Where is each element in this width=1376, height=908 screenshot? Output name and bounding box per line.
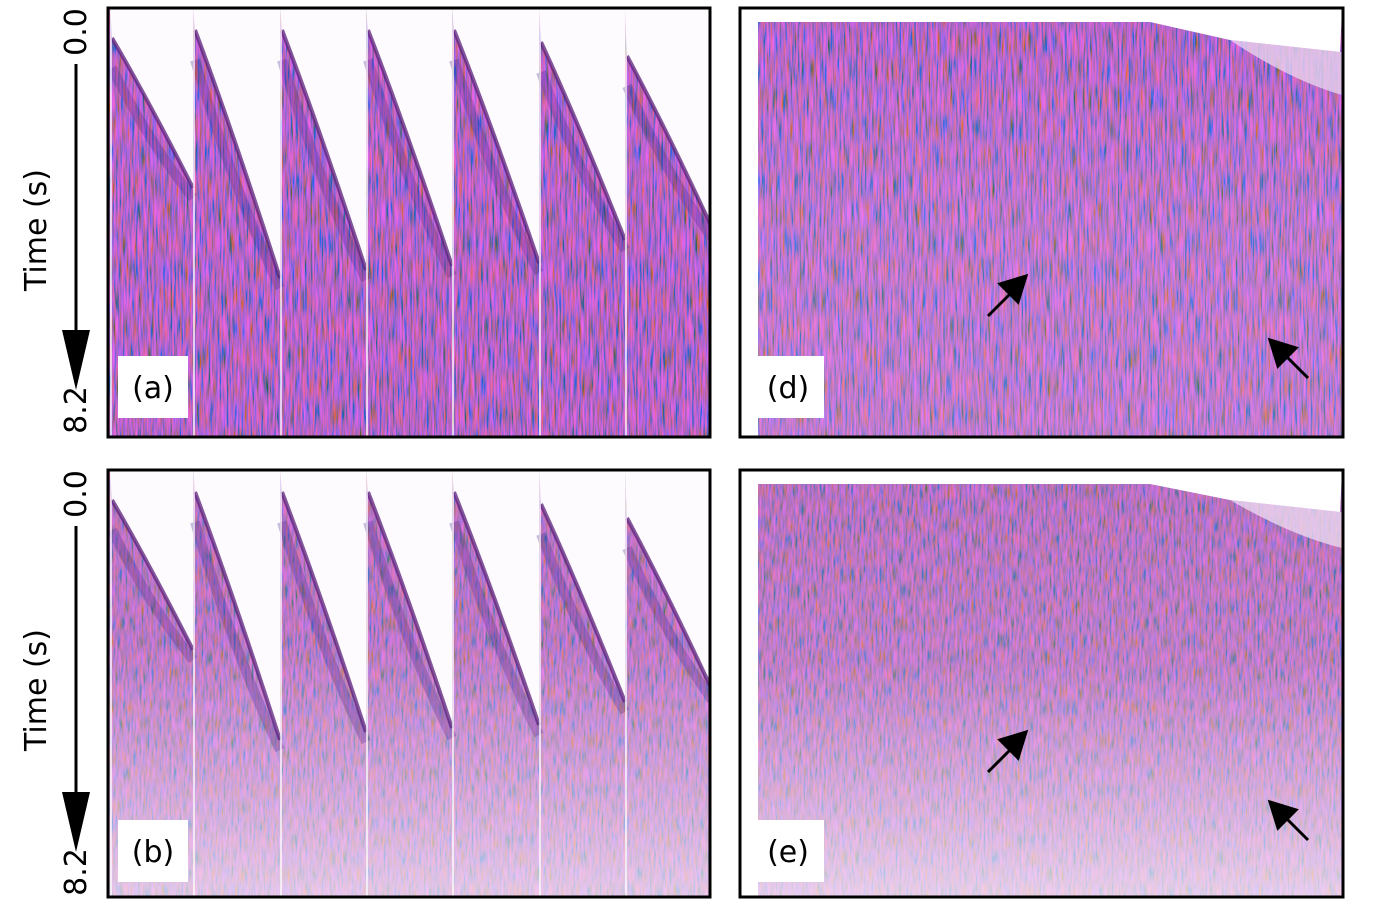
shot-gather-mute (190, 58, 285, 291)
shot-gather-mute (277, 520, 371, 745)
shot-gather-mute (625, 55, 709, 227)
shot-gather-mute (363, 520, 457, 741)
shot-gather-mute (110, 36, 195, 189)
axis-title: Time (s) (19, 629, 54, 752)
shot-gather-mute (190, 520, 285, 753)
time-axis: Time (s) 0.0 8.2 (19, 8, 94, 434)
axis-title: Time (s) (19, 169, 54, 292)
axis-bottom-label: 8.2 (59, 848, 94, 896)
axis-top-label: 0.0 (59, 8, 94, 56)
panel-e (741, 471, 1342, 896)
panel-label: (a) (118, 356, 188, 418)
shot-gather-mute (277, 58, 371, 283)
shot-gather-mute (109, 65, 197, 202)
shot-gather-mute (625, 9, 709, 222)
panel-a (109, 9, 709, 436)
shot-gather-mute (449, 520, 544, 738)
panel-frames (106, 6, 1345, 899)
panel-label: (e) (752, 820, 824, 882)
panel-label-text: (d) (767, 371, 809, 406)
shot-gather-mute (539, 41, 627, 241)
shot-gather-mute (366, 29, 454, 267)
axis-bottom-label: 8.2 (59, 386, 94, 434)
shot-gather-mute (625, 517, 709, 689)
shot-gather-mute (536, 532, 630, 715)
annotation-arrows (986, 273, 1310, 842)
panel-d (741, 9, 1342, 436)
shot-gather-mute (280, 29, 368, 271)
shot-gather-mute (109, 527, 197, 664)
panel-label: (d) (752, 356, 824, 418)
shot-gather-mute (110, 498, 195, 651)
panel-b (109, 471, 709, 896)
shot-gather-mute (536, 70, 630, 253)
panel-label-text: (a) (132, 371, 174, 406)
arrow-head (62, 792, 90, 852)
panel-label-text: (e) (767, 835, 809, 870)
shot-gather-mute (622, 545, 709, 703)
shot-gather-mute (110, 471, 193, 650)
shot-gather-mute (363, 58, 457, 279)
shot-gather-mute (193, 29, 282, 279)
shot-gather-mute (539, 503, 627, 703)
panel-label: (b) (118, 820, 188, 882)
shot-gather-mute (366, 491, 454, 729)
panel-label-text: (b) (132, 835, 174, 870)
shot-gather-mute (452, 29, 541, 264)
shot-gather-mute (452, 491, 541, 726)
axis-top-label: 0.0 (59, 470, 94, 518)
time-axis: Time (s) 0.0 8.2 (19, 470, 94, 896)
shot-gather-mute (622, 83, 709, 241)
shot-gather-mute (110, 9, 193, 188)
shot-gather-mute (625, 471, 709, 684)
shot-gather-mute (449, 58, 544, 276)
arrow-head (62, 330, 90, 390)
shot-gather-mute (193, 491, 282, 741)
shot-gather-mute (280, 491, 368, 733)
